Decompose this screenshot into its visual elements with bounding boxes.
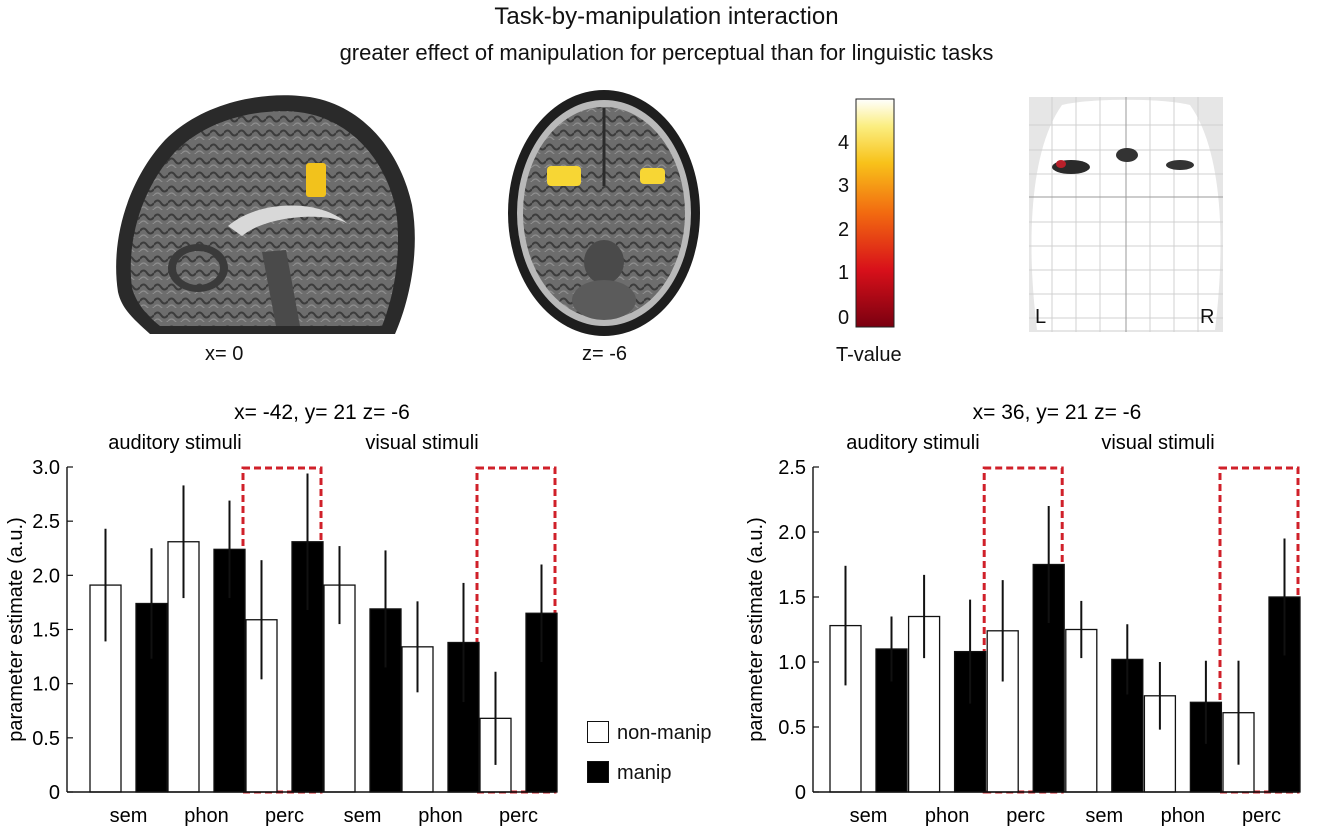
legend-swatch-nonmanip: [587, 721, 609, 743]
x-category-label: sem: [1085, 805, 1123, 827]
group-label: visual stimuli: [365, 432, 478, 454]
axial-brain-slice: [508, 90, 700, 336]
y-tick-label: 0.5: [778, 717, 806, 739]
chart-right: 0 0.5 1.0 1.5 2.0 2.5 sem phon perc sem phon perc x=…: [745, 401, 1301, 827]
x-category-label: phon: [418, 805, 463, 827]
y-tick-label: 0: [795, 782, 806, 804]
y-tick-label: 2.5: [32, 511, 60, 533]
tvalue-colorbar: [855, 98, 895, 328]
colorbar-tick: 3: [838, 175, 850, 197]
colorbar-tick: 0: [838, 307, 850, 329]
group-label: visual stimuli: [1101, 432, 1214, 454]
colorbar-tick: 2: [838, 219, 850, 241]
colorbar-tick: 4: [838, 132, 850, 154]
axial-slice-label: z= -6: [582, 343, 628, 365]
y-tick-label: 1.5: [32, 620, 60, 642]
group-label: auditory stimuli: [108, 432, 241, 454]
chart-title: x= -42, y= 21 z= -6: [234, 401, 410, 424]
colorbar-label: T-value: [836, 344, 902, 366]
axial-activation-left: [547, 166, 581, 186]
chart-left: 0 0.5 1.0 1.5 2.0 2.5 3.0 sem phon perc sem phon per…: [5, 401, 558, 827]
x-category-label: sem: [344, 805, 382, 827]
x-category-label: phon: [1161, 805, 1206, 827]
legend-swatch-manip: [587, 761, 609, 783]
y-tick-label: 1.0: [32, 674, 60, 696]
y-tick-label: 1.5: [778, 587, 806, 609]
y-tick-label: 2.5: [778, 457, 806, 479]
y-axis-label: parameter estimate (a.u.): [5, 517, 27, 742]
y-tick-label: 2.0: [32, 565, 60, 587]
x-category-label: phon: [184, 805, 229, 827]
chart-title: x= 36, y= 21 z= -6: [973, 401, 1142, 424]
y-tick-label: 0.5: [32, 728, 60, 750]
x-category-label: perc: [1006, 805, 1045, 827]
x-category-label: phon: [925, 805, 970, 827]
y-tick-label: 2.0: [778, 522, 806, 544]
y-axis-label: parameter estimate (a.u.): [745, 517, 767, 742]
y-tick-label: 0: [49, 782, 60, 804]
figure-title: Task-by-manipulation interaction: [494, 3, 839, 30]
x-category-label: sem: [850, 805, 888, 827]
sagittal-slice-label: x= 0: [205, 343, 244, 365]
glass-brain-right-label: R: [1200, 306, 1215, 328]
bar-manip: [369, 608, 402, 793]
sagittal-activation-blob: [306, 163, 326, 197]
axial-activation-right: [640, 168, 665, 184]
y-tick-label: 3.0: [32, 457, 60, 479]
legend-label-nonmanip: non-manip: [617, 722, 712, 744]
group-label: auditory stimuli: [846, 432, 979, 454]
y-tick-label: 1.0: [778, 652, 806, 674]
x-category-label: sem: [110, 805, 148, 827]
glass-brain-left-label: L: [1035, 306, 1047, 328]
legend-label-manip: manip: [617, 762, 672, 784]
x-category-label: perc: [1242, 805, 1281, 827]
x-category-label: perc: [265, 805, 304, 827]
figure-subtitle: greater effect of manipulation for perce…: [339, 40, 994, 65]
colorbar-tick: 1: [838, 262, 850, 284]
glass-brain: [1029, 97, 1223, 332]
x-category-label: perc: [499, 805, 538, 827]
sagittal-brain-slice: [116, 95, 415, 334]
